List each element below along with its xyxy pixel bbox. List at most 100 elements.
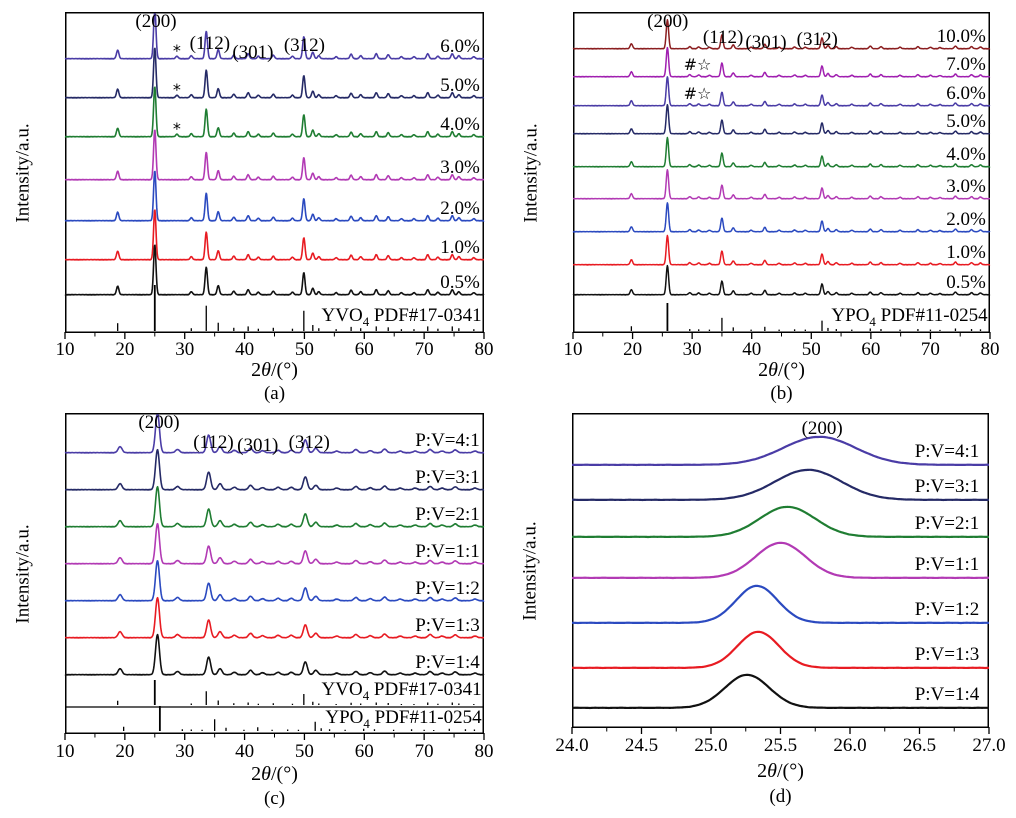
series-label-0-5: 0.5% xyxy=(946,272,986,293)
tick-label-d-24.0: 24.0 xyxy=(555,735,589,756)
series-curve-0-5 xyxy=(572,264,991,296)
series-curve-2-0 xyxy=(64,170,485,222)
tick-label-b-80: 80 xyxy=(980,339,1000,360)
x-axis-title-c: 2θ/(°) xyxy=(251,763,298,785)
series-curve-p-v-1-3 xyxy=(571,630,990,670)
series-curve-p-v-3-1 xyxy=(64,448,485,491)
tick-label-a-60: 60 xyxy=(354,339,374,360)
tick-label-b-30: 30 xyxy=(682,339,702,360)
tick-label-c-50: 50 xyxy=(294,741,314,762)
series-label-10-0: 10.0% xyxy=(936,26,986,47)
series-curve-5-0 xyxy=(572,103,991,135)
impurity-annotation-: #☆ xyxy=(683,55,712,74)
reference-sticks-yvo4 xyxy=(117,285,475,331)
series-label-p-v-1-4: P:V=1:4 xyxy=(914,684,980,705)
series-label-p-v-1-3: P:V=1:3 xyxy=(415,615,480,636)
impurity-annotation-: #☆ xyxy=(683,84,712,103)
series-curve-1-0 xyxy=(572,234,991,266)
series-curve-3-0 xyxy=(64,129,485,181)
tick-label-b-40: 40 xyxy=(742,339,762,360)
series-curve-10-0 xyxy=(572,18,991,50)
peak-annotation-312: (312) xyxy=(288,432,330,453)
series-label-p-v-1-2: P:V=1:2 xyxy=(415,578,480,599)
reference-sticks-yvo4 xyxy=(117,680,475,705)
series-curve-p-v-1-1 xyxy=(571,541,990,580)
series-label-p-v-1-1: P:V=1:1 xyxy=(415,541,480,562)
peak-annotation-301: (301) xyxy=(237,435,279,456)
tick-label-c-40: 40 xyxy=(235,741,255,762)
tick-label-c-80: 80 xyxy=(474,741,494,762)
series-curve-p-v-1-2 xyxy=(64,560,485,602)
series-label-1-0: 1.0% xyxy=(946,242,986,263)
peak-annotation-200: (200) xyxy=(135,11,177,32)
tick-label-c-70: 70 xyxy=(414,741,434,762)
tick-label-a-20: 20 xyxy=(115,339,135,360)
series-label-p-v-4-1: P:V=4:1 xyxy=(415,430,480,451)
series-curve-7-0 xyxy=(572,46,991,78)
y-axis-title-a: Intensity/a.u. xyxy=(12,122,34,223)
series-curve-4-0 xyxy=(64,86,485,138)
series-curve-p-v-2-1 xyxy=(571,505,990,539)
series-curve-p-v-1-3 xyxy=(64,596,485,639)
reference-label-yvo4: YVO4 PDF#17-0341 xyxy=(321,679,482,703)
panel-d-plot xyxy=(571,413,990,734)
reference-sticks-ypo4 xyxy=(123,706,476,731)
series-label-p-v-1-4: P:V=1:4 xyxy=(415,652,480,673)
tick-label-b-60: 60 xyxy=(861,339,881,360)
series-label-p-v-4-1: P:V=4:1 xyxy=(914,441,980,462)
peak-annotation-112: (112) xyxy=(193,432,234,453)
peak-annotation-312: (312) xyxy=(283,35,325,56)
series-label-4-0: 4.0% xyxy=(440,114,480,135)
series-curve-p-v-4-1 xyxy=(64,414,485,454)
tick-label-a-80: 80 xyxy=(474,339,494,360)
series-label-4-0: 4.0% xyxy=(946,144,986,165)
series-label-5-0: 5.0% xyxy=(946,111,986,132)
tick-label-a-50: 50 xyxy=(294,339,314,360)
series-curve-4-0 xyxy=(572,136,991,168)
tick-label-c-10: 10 xyxy=(55,741,75,762)
reference-label-ypo4: YPO4 PDF#11-0254 xyxy=(325,707,482,731)
tick-label-d-25.0: 25.0 xyxy=(694,735,728,756)
x-axis-title-b: 2θ/(°) xyxy=(758,359,805,381)
series-label-2-0: 2.0% xyxy=(440,198,480,219)
tick-label-b-70: 70 xyxy=(920,339,940,360)
tick-label-b-50: 50 xyxy=(801,339,821,360)
tick-label-b-10: 10 xyxy=(563,339,583,360)
series-label-p-v-2-1: P:V=2:1 xyxy=(415,504,480,525)
series-label-p-v-3-1: P:V=3:1 xyxy=(415,467,480,488)
peak-annotation-301: (301) xyxy=(232,42,274,63)
plot-border xyxy=(65,12,484,333)
series-curve-p-v-3-1 xyxy=(571,468,990,502)
series-curve-6-0 xyxy=(64,13,485,60)
tick-label-c-30: 30 xyxy=(175,741,195,762)
peak-annotation-301: (301) xyxy=(745,32,787,53)
series-curve-p-v-1-1 xyxy=(64,522,485,565)
series-label-3-0: 3.0% xyxy=(946,176,986,197)
series-label-0-5: 0.5% xyxy=(440,272,480,293)
tick-label-d-27.0: 27.0 xyxy=(972,735,1006,756)
x-axis-title-d: 2θ/(°) xyxy=(757,760,804,782)
panel-letter-a: (a) xyxy=(263,383,286,404)
tick-label-c-20: 20 xyxy=(115,741,135,762)
series-label-p-v-1-2: P:V=1:2 xyxy=(914,599,980,620)
peak-annotation-112: (112) xyxy=(702,27,744,48)
series-label-1-0: 1.0% xyxy=(440,237,480,258)
series-curve-p-v-1-4 xyxy=(64,633,485,676)
series-label-p-v-1-1: P:V=1:1 xyxy=(914,554,980,575)
reference-label-yvo4: YVO4 PDF#17-0341 xyxy=(321,305,482,329)
tick-label-a-30: 30 xyxy=(175,339,195,360)
panel-c-plot xyxy=(64,413,485,740)
series-label-6-0: 6.0% xyxy=(946,83,986,104)
series-label-7-0: 7.0% xyxy=(946,54,986,75)
series-curve-5-0 xyxy=(64,47,485,99)
tick-label-b-20: 20 xyxy=(623,339,643,360)
y-axis-title-d: Intensity/a.u. xyxy=(519,520,541,621)
reference-label-ypo4: YPO4 PDF#11-0254 xyxy=(831,305,988,329)
panel-letter-d: (d) xyxy=(769,786,792,807)
impurity-annotation-: * xyxy=(172,41,181,60)
tick-label-d-26.0: 26.0 xyxy=(833,735,867,756)
peak-annotation-200: (200) xyxy=(138,412,180,433)
series-curve-p-v-1-2 xyxy=(571,584,990,625)
tick-label-a-40: 40 xyxy=(235,339,255,360)
peak-annotation-200: (200) xyxy=(801,418,843,439)
